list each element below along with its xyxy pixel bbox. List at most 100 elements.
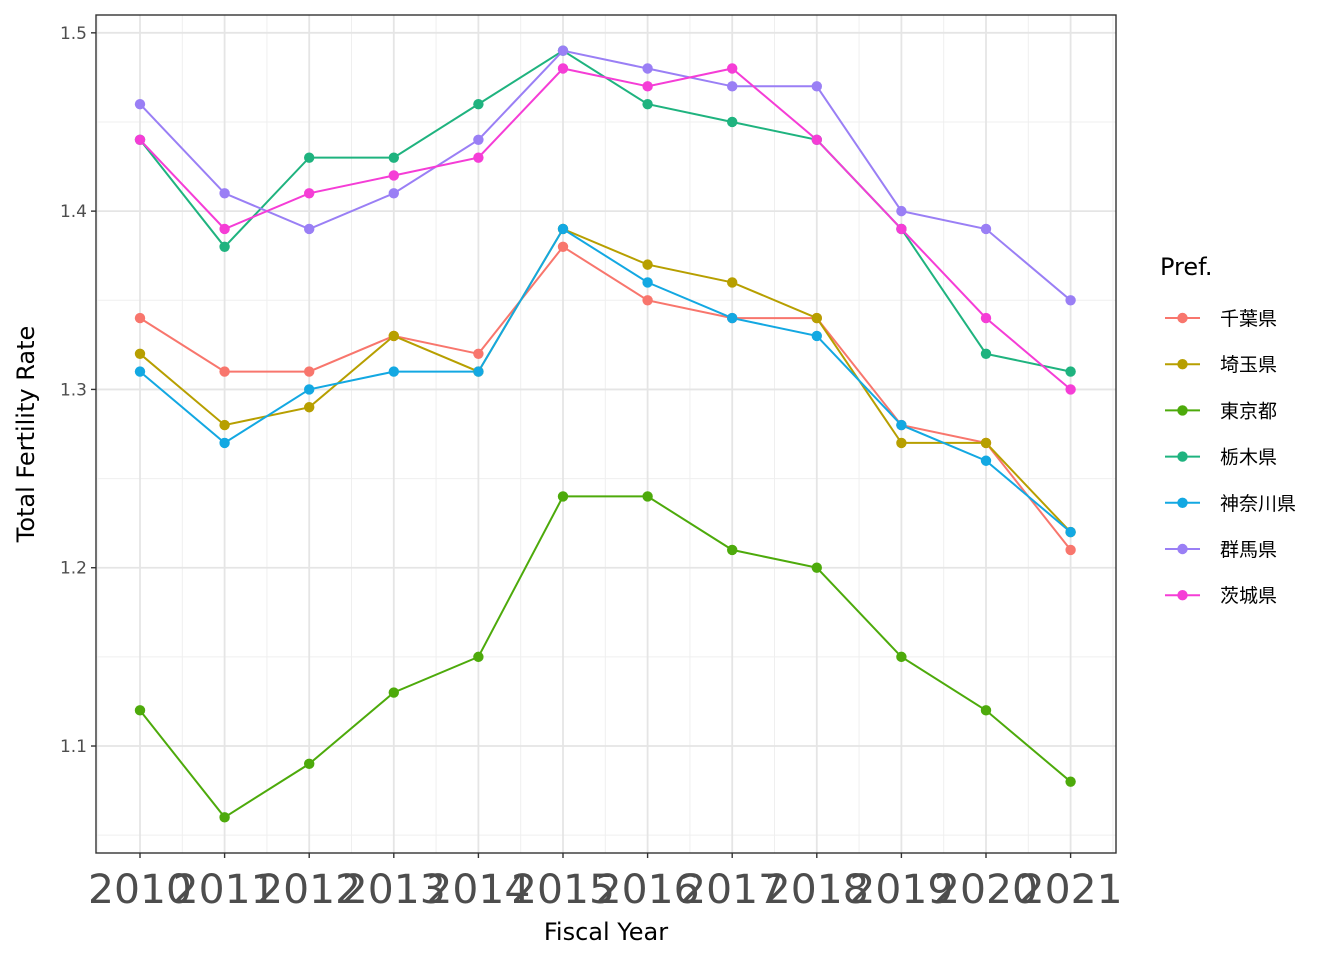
data-point: [473, 152, 484, 163]
x-tick-label: 2015: [511, 867, 615, 913]
y-axis: 1.1 1.2 1.3 1.4 1.5: [60, 24, 96, 757]
data-point: [473, 134, 484, 146]
data-point: [219, 188, 230, 199]
y-tick-label: 1.5: [60, 24, 87, 44]
legend-key-point: [1177, 359, 1188, 370]
y-tick-label: 1.4: [60, 202, 87, 222]
data-point: [1065, 526, 1076, 538]
data-point: [896, 651, 907, 663]
data-point: [304, 402, 315, 413]
data-point: [304, 188, 315, 199]
data-point: [896, 437, 907, 449]
data-point: [980, 455, 992, 466]
legend-label: 栃木県: [1220, 447, 1277, 469]
data-point: [1065, 776, 1076, 787]
data-point: [388, 170, 399, 181]
series-line-5: [139, 49, 1072, 302]
legend-key-point: [1177, 405, 1188, 416]
data-point: [304, 152, 315, 163]
x-tick-label: 2011: [173, 867, 277, 913]
legend-key-point: [1177, 497, 1188, 508]
data-point: [642, 491, 653, 502]
data-point: [304, 366, 315, 377]
data-point: [727, 116, 738, 128]
data-point: [388, 152, 399, 163]
data-point: [219, 366, 230, 377]
data-point: [304, 758, 315, 770]
data-point: [727, 63, 738, 74]
legend-label: 千葉県: [1220, 308, 1277, 330]
plot-panel-border: [95, 14, 1117, 854]
series-points: [134, 45, 1076, 823]
data-point: [642, 277, 653, 288]
grid: [96, 15, 1116, 853]
x-tick-label: 2017: [680, 867, 784, 913]
data-point: [557, 491, 569, 502]
data-point: [811, 81, 822, 92]
data-point: [980, 348, 992, 359]
x-tick-label: 2016: [596, 867, 700, 913]
data-point: [811, 562, 822, 573]
data-point: [1065, 384, 1076, 395]
data-point: [811, 134, 822, 146]
data-point: [557, 63, 569, 74]
data-point: [642, 98, 653, 110]
x-tick-label: 2012: [257, 867, 361, 913]
x-tick-label: 2019: [849, 867, 953, 913]
x-axis: 2010201120122013201420152016201720182019…: [88, 853, 1123, 913]
data-point: [557, 241, 569, 252]
data-point: [388, 188, 399, 199]
data-point: [388, 366, 399, 377]
data-point: [134, 312, 146, 324]
y-tick-label: 1.1: [60, 737, 87, 757]
data-point: [896, 205, 907, 217]
series-line-6: [139, 67, 1072, 391]
data-point: [219, 241, 230, 252]
data-point: [980, 705, 992, 716]
data-point: [1065, 295, 1076, 306]
y-axis-title: Total Fertility Rate: [12, 326, 40, 544]
data-point: [642, 81, 653, 92]
series-line-1: [139, 227, 1072, 533]
legend-key-point: [1177, 451, 1188, 462]
series-line-0: [139, 245, 1072, 551]
data-point: [896, 223, 907, 235]
data-point: [473, 98, 484, 110]
data-point: [388, 330, 399, 342]
legend-label: 群馬県: [1220, 539, 1277, 561]
y-tick-label: 1.2: [60, 559, 87, 579]
legend-label: 東京都: [1220, 400, 1277, 422]
data-point: [304, 223, 315, 235]
data-point: [134, 134, 146, 146]
data-point: [642, 295, 653, 306]
legend-label: 神奈川県: [1220, 493, 1296, 515]
legend-key-point: [1177, 590, 1188, 601]
x-tick-label: 2020: [934, 867, 1038, 913]
series-lines: [139, 49, 1072, 819]
data-point: [727, 312, 738, 324]
data-point: [811, 312, 822, 324]
data-point: [219, 419, 230, 431]
data-point: [219, 223, 230, 235]
data-point: [134, 366, 146, 377]
data-point: [134, 705, 146, 716]
data-point: [1065, 544, 1076, 556]
data-point: [134, 98, 146, 110]
x-tick-label: 2018: [765, 867, 869, 913]
data-point: [980, 312, 992, 324]
legend-title: Pref.: [1160, 253, 1213, 281]
data-point: [642, 63, 653, 74]
legend-key-point: [1177, 312, 1188, 324]
data-point: [642, 259, 653, 270]
legend-key-point: [1177, 543, 1188, 555]
data-point: [473, 366, 484, 377]
data-point: [219, 437, 230, 449]
data-point: [557, 45, 569, 56]
data-point: [473, 348, 484, 359]
data-point: [980, 437, 992, 449]
legend-label: 埼玉県: [1220, 354, 1277, 376]
y-tick-label: 1.3: [60, 380, 87, 400]
